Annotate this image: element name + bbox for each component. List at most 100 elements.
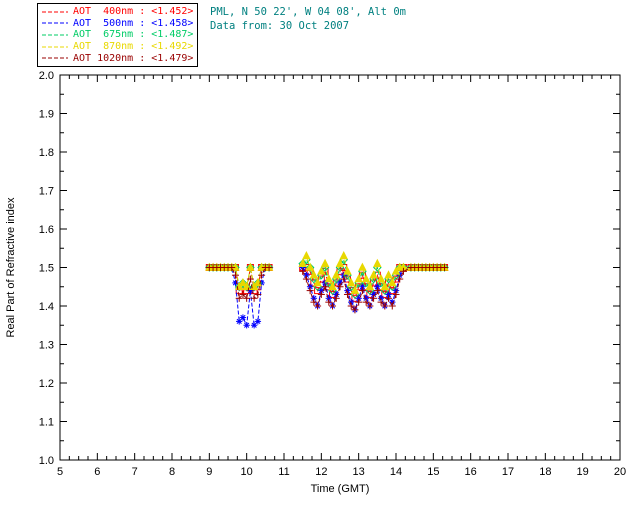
- data-point-marker: [311, 295, 317, 301]
- data-point-marker: [332, 270, 341, 279]
- x-tick-label: 15: [427, 466, 439, 478]
- data-point-marker: [328, 281, 337, 291]
- y-axis-ticks: 1.0 1.1 1.2 1.3 1.4 1.5 1.6 1.7 1.8 1.9 2.0: [39, 70, 620, 467]
- x-tick-label: 9: [206, 466, 212, 478]
- x-tick-label: 11: [278, 466, 289, 478]
- legend-line-sample: [42, 22, 68, 24]
- y-tick-label: 1.7: [39, 186, 54, 198]
- x-tick-label: 12: [315, 466, 327, 478]
- series-aot-1020: [205, 264, 449, 314]
- data-point-marker: [380, 281, 390, 291]
- legend-item-aot-500: AOT 500nm : <1.458>: [41, 18, 193, 30]
- legend-line-sample: [42, 46, 68, 48]
- data-point-marker: [384, 270, 393, 279]
- data-point-marker: [305, 263, 315, 272]
- data-point-marker: [378, 295, 384, 301]
- legend-item-aot-400: AOT 400nm : <1.452>: [41, 6, 193, 18]
- y-tick-label: 1.1: [39, 417, 54, 429]
- x-tick-label: 7: [132, 466, 138, 478]
- x-tick-label: 18: [539, 466, 551, 478]
- x-tick-label: 16: [465, 466, 477, 478]
- data-point-marker: [358, 262, 367, 271]
- legend-item-aot-675: AOT 675nm : <1.487>: [41, 29, 193, 41]
- data-point-marker: [313, 278, 322, 287]
- y-tick-label: 1.2: [39, 378, 54, 390]
- data-point-marker: [298, 258, 307, 267]
- x-tick-label: 6: [94, 466, 100, 478]
- y-tick-label: 1.3: [39, 340, 54, 352]
- y-tick-label: 1.4: [39, 301, 54, 313]
- y-tick-label: 1.5: [39, 263, 54, 275]
- y-tick-label: 1.6: [39, 224, 54, 236]
- legend-box: AOT 400nm : <1.452> AOT 500nm : <1.458> AO…: [37, 3, 199, 67]
- data-point-marker: [385, 291, 392, 298]
- data-point-marker: [251, 322, 257, 328]
- data-point-marker: [236, 318, 242, 325]
- legend-label: AOT 870nm : <1.492>: [73, 41, 194, 53]
- data-point-marker: [246, 263, 255, 272]
- data-point-marker: [320, 258, 330, 267]
- data-point-marker: [344, 287, 351, 294]
- legend-line-sample: [42, 57, 68, 59]
- data-point-marker: [374, 284, 380, 290]
- data-point-marker: [302, 251, 311, 260]
- legend-label: AOT 675nm : <1.487>: [73, 29, 194, 41]
- data-point-marker: [333, 291, 339, 298]
- data-point-marker: [246, 262, 255, 271]
- data-point-marker: [348, 299, 354, 305]
- header-location: PML, N 50 22', W 04 08', Alt 0m: [210, 6, 406, 18]
- legend-item-aot-870: AOT 870nm : <1.492>: [41, 41, 193, 53]
- y-axis-label: Real Part of Refractive index: [5, 197, 17, 338]
- y-tick-label: 2.0: [39, 70, 54, 82]
- y-tick-label: 1.9: [39, 109, 54, 121]
- data-point-marker: [391, 266, 401, 275]
- data-point-marker: [361, 274, 371, 283]
- data-point-marker: [303, 272, 310, 278]
- data-point-marker: [337, 280, 343, 286]
- data-point-marker: [388, 278, 397, 287]
- data-point-marker: [346, 278, 356, 287]
- data-point-marker: [343, 266, 352, 275]
- data-point-marker: [339, 251, 348, 260]
- data-point-marker: [238, 278, 248, 287]
- data-point-marker: [244, 322, 250, 328]
- data-point-marker: [318, 287, 324, 294]
- legend-line-sample: [42, 34, 68, 36]
- data-point-marker: [359, 284, 366, 290]
- data-point-marker: [363, 295, 369, 301]
- data-point-marker: [309, 270, 319, 279]
- data-point-marker: [354, 274, 363, 283]
- x-tick-label: 17: [502, 466, 514, 478]
- header-date: Data from: 30 Oct 2007: [210, 20, 350, 32]
- x-tick-label: 20: [614, 466, 626, 478]
- data-point-marker: [305, 262, 315, 271]
- data-point-marker: [240, 314, 246, 321]
- x-tick-label: 8: [169, 466, 175, 478]
- x-tick-label: 14: [390, 466, 402, 478]
- x-axis-label: Time (GMT): [311, 483, 370, 495]
- data-point-marker: [369, 270, 378, 279]
- data-point-marker: [317, 266, 326, 275]
- data-point-marker: [350, 285, 360, 294]
- legend-line-sample: [42, 11, 68, 13]
- x-tick-label: 19: [577, 466, 589, 478]
- x-tick-label: 13: [353, 466, 365, 478]
- data-point-marker: [324, 274, 334, 283]
- data-point-marker: [393, 287, 399, 294]
- legend-label: AOT 400nm : <1.452>: [73, 6, 194, 18]
- data-point-marker: [307, 284, 313, 290]
- data-point-marker: [326, 295, 332, 301]
- x-tick-label: 5: [57, 466, 63, 478]
- plot-header: PML, N 50 22', W 04 08', Alt 0m Data fro…: [210, 5, 406, 33]
- data-point-marker: [255, 318, 261, 325]
- legend-label: AOT 500nm : <1.458>: [73, 17, 194, 29]
- data-point-marker: [335, 258, 345, 267]
- data-point-marker: [370, 291, 377, 298]
- x-axis-ticks: 5 6 7 8 9 10 11 12 13 14 15 16 17 18 19 20: [57, 75, 626, 478]
- legend-item-aot-1020: AOT 1020nm : <1.479>: [41, 52, 193, 64]
- legend-label: AOT 1020nm : <1.479>: [73, 52, 194, 64]
- x-tick-label: 10: [241, 466, 253, 478]
- y-tick-label: 1.8: [39, 147, 54, 159]
